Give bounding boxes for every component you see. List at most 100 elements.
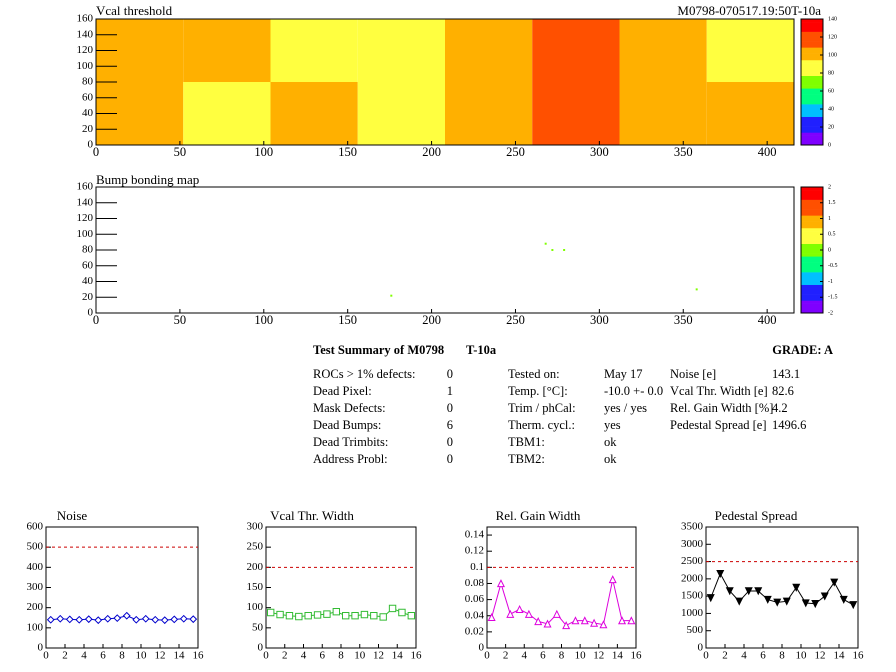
y-tick-label: 0.06 [465,593,485,605]
colorbar-swatch [801,37,823,42]
summary-value: 4.2 [772,401,788,415]
colorbar-swatch [801,309,823,314]
colorbar-swatch [801,78,823,83]
x-tick-label: 16 [631,650,643,662]
summary-value: yes / yes [604,401,647,415]
x-tick-label: 0 [484,650,490,662]
summary-value: 143.1 [772,367,800,381]
colorbar-swatch [801,44,823,48]
colorbar-swatch [801,72,823,76]
data-point [94,616,103,625]
bump-pixel [551,249,554,251]
x-tick-label: 6 [540,650,546,662]
x-tick-label: 14 [392,650,404,662]
y-tick-label: 250 [247,541,264,553]
colorbar-swatch [801,138,823,143]
colorbar-swatch [801,259,823,263]
y-tick-label: 100 [77,60,94,72]
colorbar-swatch [801,82,823,86]
colorbar-swatch [801,306,823,311]
data-point [744,587,753,596]
y-tick-label: 2500 [681,555,704,567]
y-tick-label: 500 [27,541,44,553]
y-tick-label: 150 [247,581,264,593]
colorbar-label: 1 [828,216,831,222]
bump-pixel [390,294,393,297]
colorbar-label: 2 [828,184,831,190]
data-point [151,615,160,624]
data-point [132,615,141,624]
colorbar-swatch [801,246,823,251]
summary-label: Dead Pixel: [313,384,372,398]
colorbar-label: 60 [828,88,834,94]
data-point [189,615,198,624]
x-tick-label: 2 [282,650,288,662]
data-point [543,619,552,628]
colorbar-swatch [801,199,823,204]
heatmap-cell [270,82,358,145]
y-tick-label: 0.02 [465,625,484,637]
summary-value: 0 [447,452,453,466]
data-point [65,615,74,624]
summary-label: Temp. [°C]: [508,384,568,398]
heatmap-cell [706,82,794,145]
colorbar-swatch [801,110,823,114]
colorbar-label: 0.5 [828,232,836,238]
summary-label: Address Probl: [313,452,388,466]
y-tick-label: 140 [77,28,94,40]
colorbar-swatch [801,303,823,307]
summary-value: yes [604,418,621,432]
summary-title: Test Summary of M0798 [313,343,444,357]
summary-value: 0 [447,367,453,381]
data-point [46,615,55,624]
colorbar-swatch [801,63,823,67]
data-point [706,594,715,603]
summary-value: 1496.6 [772,418,806,432]
x-tick-label: 0 [93,313,99,327]
y-tick-label: 200 [247,561,264,573]
colorbar-swatch [801,28,823,32]
x-tick-label: 100 [254,313,273,327]
data-point [407,612,416,620]
colorbar-swatch [801,116,823,121]
data-point [515,604,524,613]
data-point [113,614,122,623]
colorbar-swatch [801,126,823,130]
x-tick-label: 100 [254,145,273,159]
y-tick-label: 100 [27,621,44,633]
y-tick-label: 0.08 [465,577,485,589]
colorbar-swatch [801,19,823,23]
data-point [285,612,294,620]
y-tick-label: 140 [77,196,94,208]
chart-title: Vcal Thr. Width [270,508,354,523]
colorbar-label: 120 [828,34,837,40]
summary-value: 82.6 [772,384,794,398]
y-tick-label: 0 [479,642,485,654]
data-point [266,608,275,617]
y-tick-label: 60 [82,91,94,103]
x-tick-label: 200 [422,145,441,159]
data-point [160,616,169,625]
chart-title: Pedestal Spread [715,508,798,523]
data-point [496,579,505,588]
data-point [122,611,131,620]
colorbar-swatch [801,50,823,54]
x-tick-label: 10 [354,650,366,662]
x-tick-label: 350 [674,313,693,327]
colorbar-swatch [801,265,823,270]
colorbar-swatch [801,290,823,295]
data-point [323,610,331,618]
colorbar-swatch [801,97,823,102]
y-tick-label: 50 [252,621,264,633]
colorbar-swatch [801,275,823,279]
data-point [716,569,725,578]
x-tick-label: 14 [834,650,846,662]
colorbar-label: 40 [828,106,834,112]
colorbar-swatch [801,25,823,29]
colorbar-swatch [801,122,823,127]
data-point [524,609,533,618]
x-tick-label: 150 [338,145,357,159]
heatmap-cell [532,19,620,82]
colorbar-swatch [801,187,823,191]
y-tick-label: 100 [247,601,264,613]
